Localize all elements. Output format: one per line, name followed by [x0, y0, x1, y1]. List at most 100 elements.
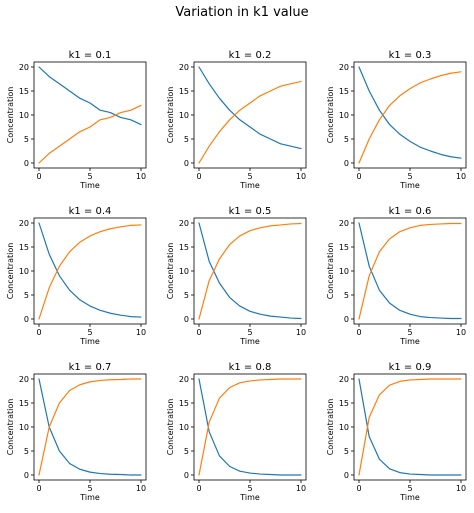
y-tick-label: 10	[19, 111, 29, 120]
y-tick-label: 0	[24, 471, 29, 480]
y-tick-label: 10	[19, 423, 29, 432]
y-tick-label: 10	[179, 267, 189, 276]
x-tick-label: 5	[87, 484, 92, 493]
y-tick-label: 15	[339, 399, 349, 408]
y-tick-label: 10	[339, 423, 349, 432]
y-axis-label: Concentration	[6, 243, 15, 300]
y-tick-label: 0	[184, 159, 189, 168]
y-axis-label: Concentration	[326, 243, 335, 300]
y-axis-label: Concentration	[326, 399, 335, 456]
y-tick-label: 20	[19, 219, 29, 228]
x-tick-label: 0	[36, 172, 41, 181]
series-line-1	[358, 66, 462, 159]
subplot-4: k1 = 0.4 0 5 10 0 5 10 15 20 Time Concentration	[6, 206, 147, 346]
x-tick-label: 5	[407, 484, 412, 493]
plot-frame	[193, 373, 307, 481]
subplot-title: k1 = 0.3	[389, 50, 432, 61]
y-axis-label: Concentration	[6, 87, 15, 144]
subplot-6: k1 = 0.6 0 5 10 0 5 10 15 20 Time Concentration	[326, 206, 467, 346]
y-tick-label: 20	[19, 63, 29, 72]
series-line-2	[358, 378, 462, 476]
x-tick-label: 0	[36, 484, 41, 493]
x-tick-label: 10	[296, 172, 306, 181]
y-tick-label: 20	[339, 63, 349, 72]
y-tick-label: 10	[179, 423, 189, 432]
x-tick-label: 10	[136, 172, 146, 181]
series-line-1	[358, 378, 462, 476]
x-tick-label: 10	[456, 172, 466, 181]
y-tick-label: 5	[24, 135, 29, 144]
x-tick-label: 0	[356, 328, 361, 337]
series-line-1	[38, 378, 142, 476]
x-axis-label: Time	[399, 337, 420, 346]
figure-title: Variation in k1 value	[175, 5, 308, 20]
subplot-7: k1 = 0.7 0 5 10 0 5 10 15 20 Time Concentration	[6, 362, 147, 502]
x-axis-label: Time	[239, 181, 260, 190]
plot-frame	[33, 217, 147, 325]
y-tick-label: 10	[19, 267, 29, 276]
subplot-title: k1 = 0.4	[69, 206, 112, 217]
y-tick-label: 15	[19, 399, 29, 408]
y-tick-label: 5	[24, 447, 29, 456]
plot-frame	[193, 217, 307, 325]
y-tick-label: 20	[179, 219, 189, 228]
series-line-1	[358, 222, 462, 320]
series-line-2	[198, 378, 302, 476]
y-axis-label: Concentration	[166, 243, 175, 300]
x-tick-label: 10	[136, 328, 146, 337]
y-tick-label: 5	[344, 291, 349, 300]
series-line-1	[198, 378, 302, 476]
x-tick-label: 10	[296, 484, 306, 493]
x-axis-label: Time	[79, 337, 100, 346]
x-tick-label: 0	[196, 172, 201, 181]
y-tick-label: 15	[19, 243, 29, 252]
x-axis-label: Time	[399, 493, 420, 502]
subplot-title: k1 = 0.6	[389, 206, 432, 217]
x-axis-label: Time	[239, 493, 260, 502]
y-tick-label: 15	[339, 87, 349, 96]
y-tick-label: 0	[344, 315, 349, 324]
y-tick-label: 20	[179, 63, 189, 72]
x-axis-label: Time	[239, 337, 260, 346]
series-line-2	[358, 71, 462, 164]
subplot-title: k1 = 0.2	[229, 50, 272, 61]
x-axis-label: Time	[79, 181, 100, 190]
series-line-1	[198, 66, 302, 150]
y-tick-label: 5	[344, 447, 349, 456]
y-tick-label: 5	[184, 447, 189, 456]
subplot-3: k1 = 0.3 0 5 10 0 5 10 15 20 Time Concentration	[326, 50, 467, 190]
subplot-title: k1 = 0.5	[229, 206, 272, 217]
y-tick-label: 0	[184, 315, 189, 324]
x-tick-label: 10	[296, 328, 306, 337]
plot-frame	[353, 61, 467, 169]
y-tick-label: 20	[339, 219, 349, 228]
y-axis-label: Concentration	[6, 399, 15, 456]
y-tick-label: 15	[179, 87, 189, 96]
x-tick-label: 5	[407, 328, 412, 337]
y-tick-label: 0	[344, 471, 349, 480]
y-axis-label: Concentration	[166, 399, 175, 456]
subplot-title: k1 = 0.9	[389, 362, 432, 373]
x-tick-label: 5	[247, 484, 252, 493]
y-tick-label: 10	[179, 111, 189, 120]
series-line-1	[38, 222, 142, 318]
x-tick-label: 0	[196, 328, 201, 337]
y-tick-label: 5	[24, 291, 29, 300]
x-tick-label: 0	[356, 484, 361, 493]
series-line-2	[38, 224, 142, 320]
y-axis-label: Concentration	[326, 87, 335, 144]
y-tick-label: 10	[339, 267, 349, 276]
series-line-1	[198, 222, 302, 320]
x-tick-label: 5	[247, 328, 252, 337]
series-line-2	[38, 378, 142, 476]
y-tick-label: 15	[179, 399, 189, 408]
subplot-1: k1 = 0.1 0 5 10 0 5 10 15 20 Time Concentration	[6, 50, 147, 190]
plot-frame	[33, 373, 147, 481]
x-tick-label: 5	[247, 172, 252, 181]
x-tick-label: 5	[87, 172, 92, 181]
x-tick-label: 0	[356, 172, 361, 181]
y-tick-label: 15	[339, 243, 349, 252]
y-axis-label: Concentration	[166, 87, 175, 144]
y-tick-label: 5	[184, 135, 189, 144]
y-tick-label: 20	[339, 375, 349, 384]
